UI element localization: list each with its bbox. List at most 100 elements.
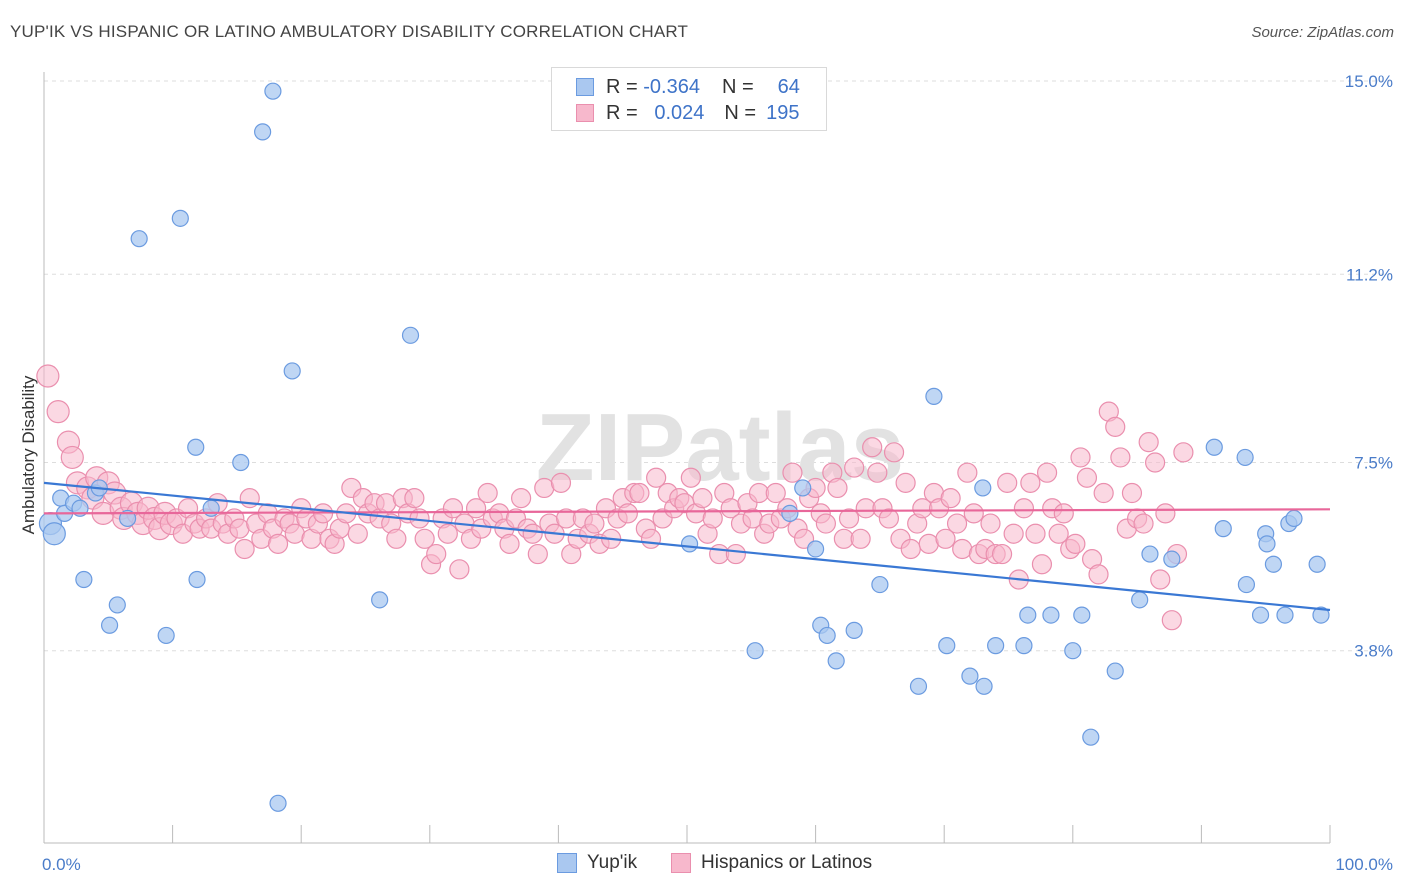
- hispanic-point: [414, 528, 435, 549]
- hispanic-point: [1053, 503, 1074, 524]
- r-label: R =: [606, 75, 638, 98]
- yupik-legend-swatch: [557, 853, 577, 873]
- hispanic-point: [477, 482, 498, 504]
- yupik-point: [818, 626, 836, 645]
- hispanic-point: [1133, 513, 1154, 534]
- source-label: Source: ZipAtlas.com: [1251, 24, 1394, 41]
- yupik-point: [1264, 555, 1283, 573]
- yupik-point: [42, 522, 66, 546]
- hispanic-point: [640, 528, 662, 549]
- n-value: 64: [777, 75, 800, 98]
- y-tick-labels: 3.8% 7.5% 11.2% 15.0%: [1345, 72, 1393, 661]
- grid-lines: [44, 80, 1394, 652]
- hispanic-point: [963, 503, 984, 524]
- hispanic-point: [1150, 569, 1171, 590]
- yupik-point: [1015, 637, 1033, 655]
- hispanic-point: [267, 533, 289, 554]
- n-label: N =: [724, 101, 757, 124]
- hispanic-point: [1025, 523, 1046, 544]
- hispanic-point: [1076, 467, 1098, 488]
- yupik-point: [1019, 606, 1037, 624]
- hispanic-point: [827, 477, 848, 499]
- yupik-point: [283, 362, 301, 380]
- hispanic-swatch: [576, 104, 594, 122]
- yupik-point: [188, 570, 206, 589]
- y-tick-label: 15.0%: [1345, 72, 1393, 91]
- yupik-point: [401, 326, 420, 344]
- hispanic-legend-swatch: [671, 853, 691, 873]
- yupik-point: [1285, 509, 1303, 528]
- yupik-point: [232, 453, 250, 472]
- yupik-point: [987, 637, 1005, 655]
- stats-row-hispanic: R = 0.024 N = 195: [576, 100, 799, 126]
- hispanic-point: [838, 508, 860, 529]
- y-tick-label: 11.2%: [1346, 265, 1393, 284]
- r-value: -0.364: [643, 75, 700, 98]
- hispanic-point: [1155, 503, 1176, 524]
- hispanic-point: [646, 467, 667, 488]
- hispanic-point: [617, 503, 638, 524]
- legend-label-yupik: Yup'ik: [587, 852, 638, 873]
- hispanic-point: [702, 508, 723, 529]
- yupik-point: [925, 387, 943, 405]
- yupik-point: [746, 642, 764, 660]
- yupik-point: [1251, 606, 1270, 624]
- yupik-point: [108, 596, 126, 614]
- yupik-point: [1064, 642, 1082, 660]
- hispanic-point: [793, 528, 815, 549]
- hispanic-point: [1013, 498, 1035, 519]
- yupik-point: [371, 591, 389, 609]
- yupik-point: [1214, 520, 1232, 538]
- yupik-point: [269, 794, 287, 812]
- stats-row-yupik: R = -0.364 N = 64: [576, 74, 800, 100]
- hispanic-point: [680, 467, 701, 488]
- yupik-point: [1082, 728, 1100, 746]
- yupik-point: [975, 677, 993, 695]
- hispanic-point: [1088, 564, 1109, 585]
- yupik-point: [1073, 606, 1091, 624]
- legend-item-hispanic: Hispanics or Latinos: [671, 852, 872, 874]
- n-label: N =: [721, 75, 754, 98]
- yupik-point: [1276, 606, 1294, 624]
- trend-lines: [43, 481, 1331, 612]
- hispanic-point: [629, 482, 650, 504]
- yupik-point: [171, 209, 189, 227]
- hispanic-point: [1020, 472, 1041, 493]
- yupik-point: [130, 230, 148, 248]
- hispanic-point: [1031, 554, 1053, 575]
- yupik-point: [1141, 545, 1159, 563]
- yupik-point: [871, 575, 889, 594]
- hispanic-point: [862, 437, 883, 458]
- yupik-point: [100, 616, 119, 634]
- series-yupik-points: [38, 82, 1330, 812]
- hispanic-point: [867, 462, 888, 483]
- hispanic-point: [997, 472, 1018, 493]
- hispanic-point: [782, 462, 803, 483]
- y-tick-label: 3.8%: [1354, 642, 1393, 661]
- hispanic-point: [844, 457, 865, 478]
- yupik-point: [187, 438, 205, 456]
- stats-legend: R = -0.364 N = 64 R = 0.024 N = 195: [551, 67, 827, 131]
- n-value: 195: [766, 101, 800, 124]
- hispanic-point: [534, 477, 555, 499]
- legend-label-hispanic: Hispanics or Latinos: [701, 852, 873, 873]
- hispanic-point: [584, 513, 605, 534]
- yupik-point: [1163, 550, 1181, 568]
- hispanic-point: [883, 442, 905, 463]
- yupik-point: [1205, 438, 1223, 456]
- hispanic-point: [946, 513, 968, 534]
- hispanic-point: [511, 488, 532, 509]
- hispanic-point: [952, 538, 973, 560]
- hispanic-point: [900, 538, 921, 560]
- yupik-point: [1236, 448, 1254, 467]
- hispanic-point: [1161, 610, 1182, 631]
- hispanic-point: [725, 543, 746, 565]
- hispanic-point: [449, 559, 470, 580]
- hispanic-point: [895, 472, 916, 493]
- yupik-point: [909, 677, 928, 695]
- y-axis-label: Ambulatory Disability: [19, 375, 38, 534]
- hispanic-point: [404, 488, 425, 509]
- x-tick-labels: 0.0% 100.0%: [42, 855, 1393, 874]
- yupik-point: [1258, 535, 1276, 553]
- yupik-point: [794, 479, 812, 497]
